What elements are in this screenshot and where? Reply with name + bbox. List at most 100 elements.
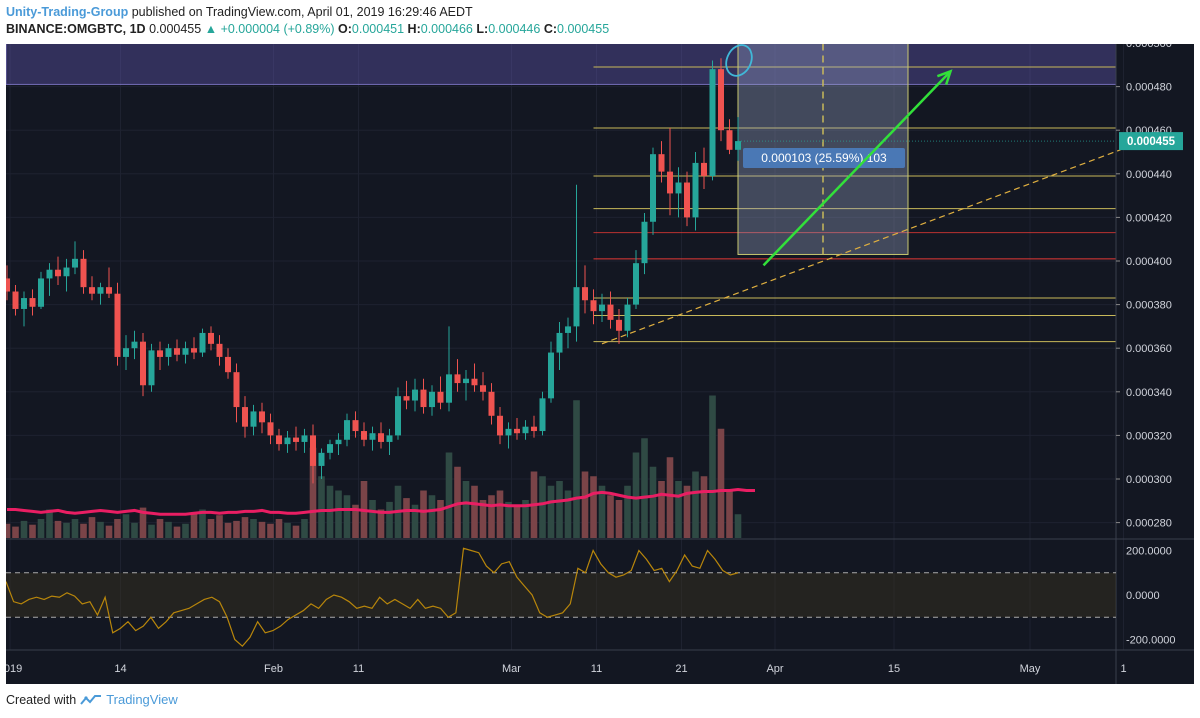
candle-body [123,348,129,357]
volume-bar [284,522,291,538]
volume-bar [190,513,198,538]
volume-bar [250,519,257,538]
volume-bar [233,520,240,538]
volume-bar [488,495,495,538]
tradingview-brand[interactable]: TradingView [106,692,178,707]
trendline-dashed [601,149,1121,345]
candle-body [650,154,656,222]
volume-bar [666,457,674,538]
green-arrow-head [936,69,953,86]
candle-body [658,154,665,172]
volume-bar [377,509,385,538]
cci-tick-label: -200.0000 [1126,635,1176,647]
candle-body [633,263,639,305]
volume-bar [122,514,130,538]
candle-body [505,428,512,436]
volume-bar [105,525,113,538]
candle-body [140,341,146,386]
current-price-tag: 0.000455 [1119,132,1183,151]
volume-bar [547,485,555,538]
candle-body [548,352,554,399]
candle-body [386,435,393,442]
volume-bar [199,509,206,538]
price-tick-label: 0.000360 [1126,343,1172,355]
volume-bar [309,447,317,538]
candle-body [556,332,563,353]
author-link[interactable]: Unity-Trading-Group [6,5,129,19]
volume-bar [37,519,45,538]
price-tick-label: 0.000340 [1126,387,1172,399]
candle-body [446,374,452,403]
time-tick-label: 11 [591,663,602,675]
candle-body [497,415,503,436]
volume-bar [88,517,96,538]
candle-body [335,439,342,445]
candle-body [395,396,401,436]
price-chart[interactable]: 0.000103 (25.59%) 103 0.000280 0.000300 0.0… [0,0,1194,684]
volume-bar [615,500,623,538]
candle-body [80,258,87,288]
volume-bar [292,525,300,538]
candle-body [284,437,291,445]
volume-bar [564,490,572,538]
candle-body [514,428,520,434]
volume-bar [598,485,606,538]
candle-body [420,389,427,408]
candle-body [250,411,257,427]
volume-bar [131,522,138,538]
candle-body [692,162,699,218]
price-change: +0.000004 (+0.89%) [220,22,335,36]
candle-body [4,278,10,292]
candle-body [471,378,478,386]
footer: Created with TradingView [6,692,178,707]
volume-bar [624,485,631,538]
candle-body [72,258,78,268]
volume-bar [556,481,563,538]
price-tick-label: 0.000500 [1126,44,1172,50]
volume-bar [420,490,427,538]
time-tick-label: Mar [502,663,521,675]
created-with-label: Created with [6,692,77,707]
volume-bar [301,519,308,538]
volume-bar [726,490,733,538]
price-tick-label: 0.000320 [1126,430,1172,442]
volume-bar [335,490,342,538]
time-tick-label: May [1020,663,1041,675]
volume-bar [148,524,155,538]
candle-body [191,348,197,353]
time-tick-label: 15 [888,663,900,675]
candle-body [148,350,155,386]
chart-header: Unity-Trading-Group published on Trading… [6,4,609,38]
volume-bar [267,523,274,538]
candle-body [378,433,384,442]
volume-bar [258,521,266,538]
candle-body [412,389,418,401]
candle-body [735,141,741,150]
open-label: O: [338,22,352,36]
candle-body [182,348,189,355]
symbol-label[interactable]: BINANCE:OMGBTC, 1D [6,22,146,36]
chart-area[interactable]: 0.000103 (25.59%) 103 0.000280 0.000300 0.0… [0,0,1194,684]
candle-body [361,431,367,440]
measure-label: 0.000103 (25.59%) 103 [743,148,905,168]
candle-body [437,391,444,403]
candle-body [522,426,529,434]
candle-body [97,287,104,294]
volume-moving-average [7,488,755,516]
candle-body [29,298,36,307]
volume-bar [445,452,453,538]
volume-bar [63,522,70,538]
volume-bar [29,524,36,538]
candle-body [590,300,597,312]
high-label: H: [407,22,421,36]
time-axis: 2019 14 Feb 11 Mar 11 21 Apr 15 May 1 [0,663,1127,675]
candle-body [624,304,631,331]
candle-body [89,287,95,294]
candle-body [454,374,461,384]
measure-label-bg [743,148,905,168]
volume-bar [471,485,478,538]
volume-bars [3,395,742,538]
time-tick-label: 14 [114,663,126,675]
volume-bar [114,519,121,538]
up-arrow-icon: ▲ [204,22,218,36]
